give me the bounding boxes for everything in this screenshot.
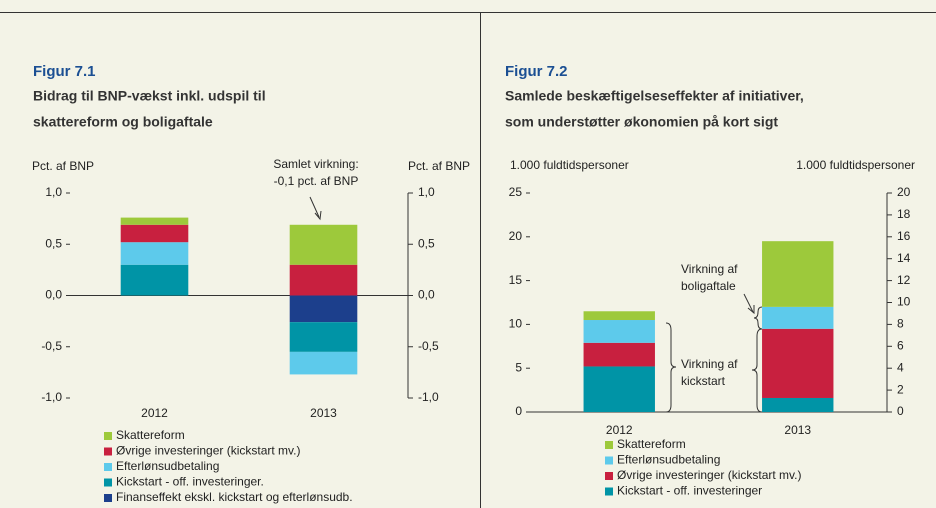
y2-tick-label: 10 <box>897 295 911 309</box>
bar-segment <box>583 311 655 321</box>
arrow <box>309 196 320 218</box>
bar-segment <box>289 322 358 352</box>
y-tick-label: 25 <box>509 185 523 199</box>
legend-swatch <box>104 432 112 440</box>
legend-label: Finanseffekt ekskl. kickstart og efterlø… <box>116 490 353 504</box>
annotation: kickstart <box>681 374 726 388</box>
y2-tick-label: 2 <box>897 382 904 396</box>
y-axis-label: Pct. af BNP <box>32 159 94 173</box>
chart-subtitle: Samlede beskæftigelseseffekter af initia… <box>505 88 804 104</box>
bar-segment <box>289 224 358 265</box>
y2-axis-label: 1.000 fuldtidspersoner <box>796 158 915 172</box>
y2-tick-label: 1,0 <box>418 185 435 199</box>
brace <box>665 322 677 413</box>
bar-segment <box>762 328 834 398</box>
x-tick-label: 2012 <box>141 406 168 420</box>
y2-tick-label: 12 <box>897 273 911 287</box>
y-tick-label: 1,0 <box>45 185 62 199</box>
y-tick-label: 10 <box>509 317 523 331</box>
x-tick-label: 2013 <box>784 423 811 437</box>
legend-swatch <box>104 463 112 471</box>
legend-swatch <box>104 447 112 456</box>
y2-tick-label: 20 <box>897 185 911 199</box>
legend-label: Kickstart - off. investeringer <box>617 484 762 498</box>
y2-tick-label: 6 <box>897 338 904 352</box>
y-tick-label: 5 <box>515 360 522 374</box>
arrow-head <box>314 210 322 221</box>
legend-label: Efterlønsudbetaling <box>116 459 219 473</box>
bar-segment <box>120 242 189 265</box>
y-tick-label: -0,5 <box>41 339 62 353</box>
y-tick-label: 0 <box>515 404 522 418</box>
bar-segment <box>120 224 189 243</box>
y2-tick-label: -0,5 <box>418 339 439 353</box>
x-tick-label: 2013 <box>310 406 337 420</box>
arrow <box>743 293 754 313</box>
bar-segment <box>289 264 358 296</box>
y2-tick-label: 0,5 <box>418 236 435 250</box>
legend-swatch <box>605 456 613 465</box>
legend-label: Øvrige investeringer (kickstart mv.) <box>617 468 801 482</box>
y2-tick-label: 8 <box>897 317 904 331</box>
y2-tick-label: 4 <box>897 360 904 374</box>
bar-segment <box>120 217 189 225</box>
figure-number: Figur 7.2 <box>505 63 568 80</box>
brace <box>751 328 763 413</box>
bar-segment <box>583 320 655 343</box>
legend-label: Skattereform <box>617 437 686 451</box>
y-tick-label: 0,5 <box>45 236 62 250</box>
legend-label: Skattereform <box>116 428 185 442</box>
annotation: -0,1 pct. af BNP <box>274 174 359 188</box>
legend-swatch <box>104 494 112 502</box>
legend-swatch <box>605 487 613 496</box>
y-tick-label: 0,0 <box>45 288 62 302</box>
arrow-head <box>747 305 755 315</box>
y2-axis-label: Pct. af BNP <box>408 159 470 173</box>
chart-subtitle: skattereform og boligaftale <box>33 114 213 130</box>
legend-label: Øvrige investeringer (kickstart mv.) <box>116 444 300 458</box>
annotation: Virkning af <box>681 262 738 276</box>
annotation: Samlet virkning: <box>273 157 358 171</box>
y2-tick-label: 0 <box>897 404 904 418</box>
chart-subtitle: Bidrag til BNP-vækst inkl. udspil til <box>33 88 266 104</box>
y2-tick-label: -1,0 <box>418 390 439 404</box>
annotation: boligaftale <box>681 279 736 293</box>
bar-segment <box>583 366 655 412</box>
bar-segment <box>762 241 834 307</box>
figure-number: Figur 7.1 <box>33 63 96 80</box>
legend-label: Kickstart - off. investeringer. <box>116 475 264 489</box>
y-tick-label: 20 <box>509 229 523 243</box>
bar-segment <box>583 342 655 367</box>
bar-segment <box>289 351 358 375</box>
bar-segment <box>762 306 834 329</box>
y2-tick-label: 14 <box>897 251 911 265</box>
y-tick-label: -1,0 <box>41 390 62 404</box>
y-axis-label: 1.000 fuldtidspersoner <box>510 158 629 172</box>
bar-segment <box>289 295 358 323</box>
legend-swatch <box>605 472 613 480</box>
y2-tick-label: 16 <box>897 229 911 243</box>
y2-tick-label: 18 <box>897 207 911 221</box>
y-tick-label: 15 <box>509 273 523 287</box>
legend-label: Efterlønsudbetaling <box>617 453 720 467</box>
chart-subtitle: som understøtter økonomien på kort sigt <box>505 114 778 130</box>
x-tick-label: 2012 <box>606 423 633 437</box>
brace <box>753 306 763 330</box>
bar-segment <box>762 397 834 412</box>
annotation: Virkning af <box>681 357 738 371</box>
bar-segment <box>120 264 189 296</box>
y2-tick-label: 0,0 <box>418 288 435 302</box>
legend-swatch <box>605 441 613 449</box>
legend-swatch <box>104 478 112 487</box>
